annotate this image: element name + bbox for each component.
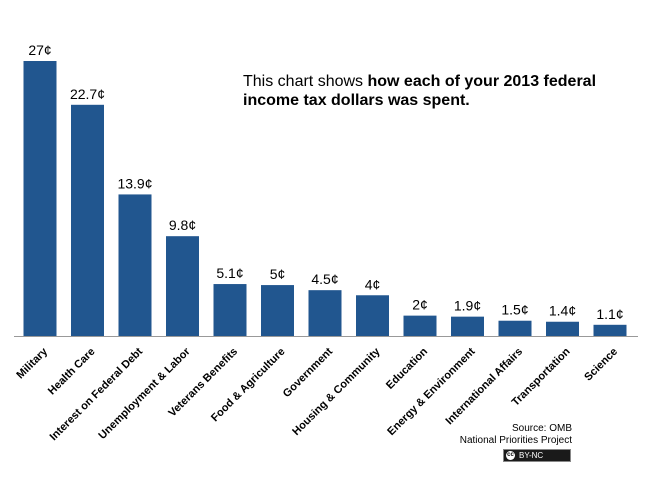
bar-1 [71, 104, 104, 336]
category-label-2: Interest on Federal Debt [48, 345, 146, 443]
bars [23, 61, 627, 336]
value-label-2: 13.9¢ [117, 175, 152, 191]
value-label-0: 27¢ [28, 42, 51, 58]
bar-7 [356, 295, 389, 336]
value-label-5: 5¢ [270, 266, 286, 282]
value-label-1: 22.7¢ [70, 86, 105, 102]
value-label-4: 5.1¢ [216, 265, 243, 281]
bar-2 [118, 194, 152, 336]
bar-12 [593, 324, 627, 336]
value-label-6: 4.5¢ [311, 271, 338, 287]
value-label-10: 1.5¢ [501, 302, 528, 318]
bar-8 [403, 315, 437, 336]
category-label-3: Unemployment & Labor [96, 345, 193, 442]
category-label-12: Science [582, 346, 620, 384]
bar-10 [498, 320, 532, 336]
bar-0 [23, 61, 57, 336]
bar-4 [213, 284, 247, 336]
value-label-3: 9.8¢ [169, 217, 196, 233]
license-label: BY-NC [519, 451, 544, 460]
bar-5 [261, 285, 294, 336]
bar-6 [308, 290, 342, 336]
bar-11 [546, 321, 579, 336]
license-badge: cc BY-NC [503, 449, 571, 462]
category-label-0: Military [14, 345, 50, 381]
category-label-8: Education [384, 345, 430, 391]
value-label-7: 4¢ [365, 276, 381, 292]
value-label-11: 1.4¢ [549, 303, 576, 319]
creative-commons-icon: cc [506, 451, 515, 460]
bar-3 [166, 236, 199, 336]
category-label-1: Health Care [46, 346, 98, 398]
note-bold: how each of your 2013 federal income tax… [243, 73, 597, 109]
value-labels: 27¢ 22.7¢ 13.9¢ 9.8¢ 5.1¢ 5¢ 4.5¢ 4¢ 2¢ 1.9¢ 1.5¢ 1… [28, 42, 623, 322]
source-line-2: National Priorities Project [459, 435, 572, 446]
source-note: Source: OMB National Priorities Project [460, 423, 572, 447]
bar-9 [451, 316, 484, 336]
value-label-9: 1.9¢ [454, 298, 481, 314]
category-label-7: Housing & Community [290, 345, 383, 438]
value-label-12: 1.1¢ [596, 306, 623, 322]
value-label-8: 2¢ [412, 297, 428, 313]
source-line-1: Source: OMB [511, 423, 572, 434]
note-prefix: This chart shows [243, 73, 368, 90]
chart-note: This chart shows how each of your 2013 f… [243, 72, 643, 110]
